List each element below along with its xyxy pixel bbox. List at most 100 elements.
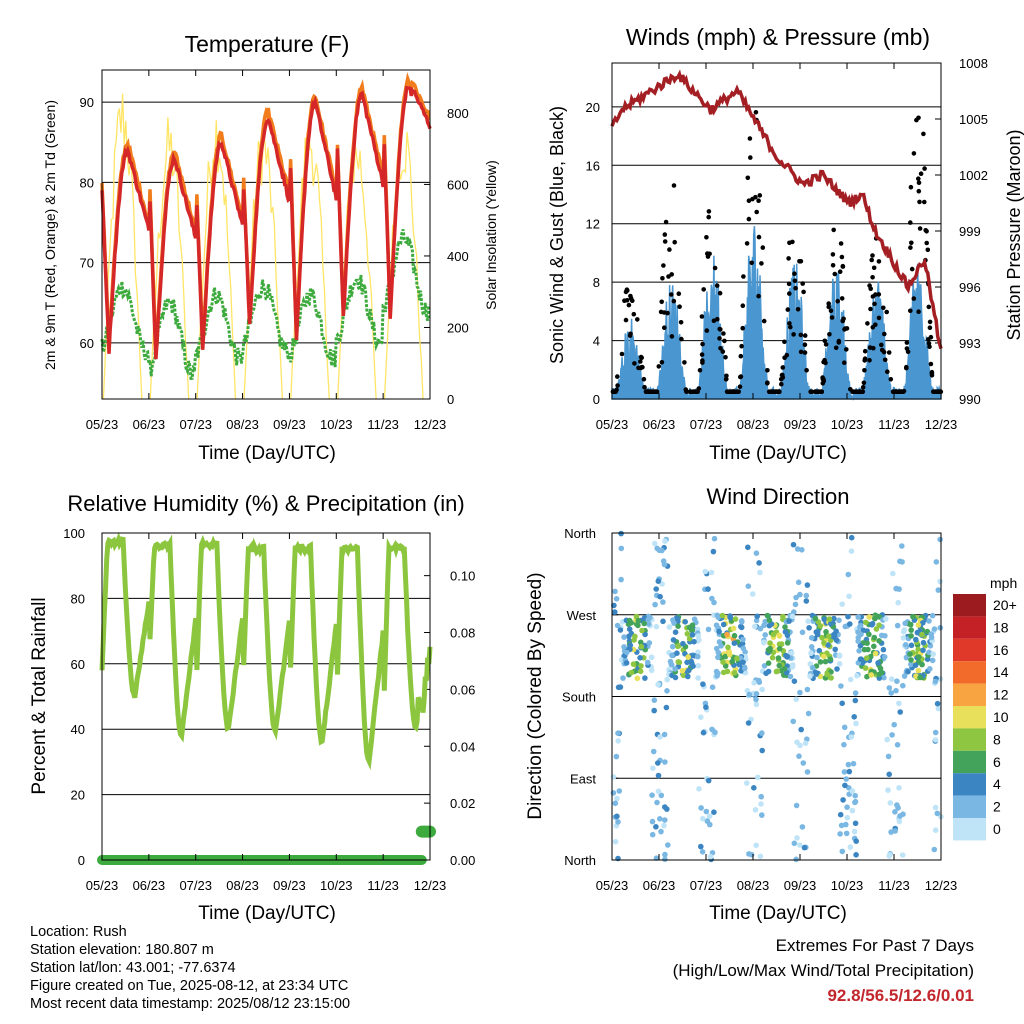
direction-point xyxy=(634,675,641,682)
direction-point xyxy=(816,647,823,654)
gust-point xyxy=(756,234,762,240)
gust-point xyxy=(822,338,828,344)
direction-point xyxy=(814,654,820,661)
gust-point xyxy=(911,151,917,156)
direction-point xyxy=(920,639,927,646)
gust-point xyxy=(876,259,882,264)
gust-point xyxy=(931,389,936,395)
direction-point xyxy=(649,818,656,825)
direction-point xyxy=(631,637,637,643)
direction-point xyxy=(866,631,872,638)
direction-point xyxy=(827,637,834,644)
direction-point xyxy=(908,627,914,633)
direction-point xyxy=(644,659,651,666)
direction-point xyxy=(928,634,935,641)
gust-point xyxy=(699,352,705,357)
gust-point xyxy=(750,196,755,202)
direction-point xyxy=(932,737,939,743)
direction-point xyxy=(657,593,663,600)
direction-point xyxy=(675,616,681,622)
x-tick-label: 06/23 xyxy=(133,417,166,432)
direction-point xyxy=(618,530,624,537)
gust-point xyxy=(868,286,873,292)
direction-point xyxy=(689,632,696,638)
gust-point xyxy=(642,384,647,390)
direction-point xyxy=(868,672,875,678)
gust-point xyxy=(741,274,746,279)
direction-point xyxy=(707,853,714,860)
y-tick-label: 8 xyxy=(593,275,600,290)
direction-point xyxy=(633,613,640,620)
direction-point xyxy=(739,640,746,647)
y2-tick-label: 0 xyxy=(447,392,454,407)
gust-point xyxy=(911,296,917,301)
direction-point xyxy=(901,627,908,633)
winds-panel: Winds (mph) & Pressure (mb) Time (Day/UT… xyxy=(547,24,1024,464)
temperature-ylabel: 2m & 9m T (Red, Orange) & 2m Td (Green) xyxy=(42,100,58,370)
gust-point xyxy=(909,266,915,272)
gust-point xyxy=(922,199,927,205)
direction-point xyxy=(843,821,849,828)
direction-point xyxy=(808,644,815,650)
direction-point xyxy=(662,817,668,823)
direction-point xyxy=(711,535,718,542)
direction-point xyxy=(804,686,811,693)
legend-label: 10 xyxy=(993,709,1009,725)
gust-point xyxy=(798,349,804,355)
direction-point xyxy=(761,639,767,646)
gust-point xyxy=(780,375,786,380)
gust-point xyxy=(833,345,839,351)
direction-point xyxy=(713,645,720,652)
direction-point xyxy=(863,655,870,661)
direction-point xyxy=(897,813,903,819)
direction-point xyxy=(861,646,868,653)
y-tick-label: 60 xyxy=(80,336,94,351)
direction-point xyxy=(841,741,847,748)
direction-point xyxy=(796,753,802,759)
direction-point xyxy=(691,616,698,622)
direction-point xyxy=(846,593,852,600)
direction-point xyxy=(924,628,931,635)
direction-point xyxy=(836,617,842,624)
direction-point xyxy=(850,760,857,767)
direction-point xyxy=(897,558,903,565)
direction-point xyxy=(649,792,655,798)
direction-point xyxy=(900,635,907,641)
gust-point xyxy=(908,245,913,250)
direction-point xyxy=(675,659,682,665)
gust-point xyxy=(787,291,792,296)
direction-point xyxy=(642,675,648,681)
direction-point xyxy=(761,663,768,669)
direction-point xyxy=(806,625,812,631)
legend-label: 8 xyxy=(993,731,1001,747)
direction-point xyxy=(913,636,919,643)
direction-point xyxy=(702,568,708,575)
direction-point xyxy=(800,760,807,766)
gust-point xyxy=(652,389,658,395)
direction-point xyxy=(669,652,675,659)
direction-point xyxy=(894,802,900,808)
direction-point xyxy=(661,731,668,738)
direction-point xyxy=(916,654,922,660)
direction-point xyxy=(658,828,664,835)
x-tick-label: 07/23 xyxy=(179,417,212,432)
station-pressure-line xyxy=(610,69,943,350)
direction-point xyxy=(757,853,764,860)
legend-label: 4 xyxy=(993,776,1001,792)
direction-point xyxy=(745,583,752,589)
direction-point xyxy=(902,642,909,648)
direction-point xyxy=(880,646,887,653)
gust-point xyxy=(753,110,759,115)
x-tick-label: 05/23 xyxy=(596,878,629,893)
winds-y2label: Station Pressure (Maroon) xyxy=(1004,129,1024,340)
gust-point xyxy=(842,360,847,366)
gust-point xyxy=(927,325,933,331)
direction-point xyxy=(657,734,663,740)
gust-point xyxy=(671,183,677,188)
direction-point xyxy=(892,809,898,815)
direction-point xyxy=(731,640,738,646)
gust-point xyxy=(802,342,808,348)
direction-point xyxy=(642,631,648,638)
legend-swatch xyxy=(953,750,986,774)
direction-point xyxy=(804,769,811,775)
